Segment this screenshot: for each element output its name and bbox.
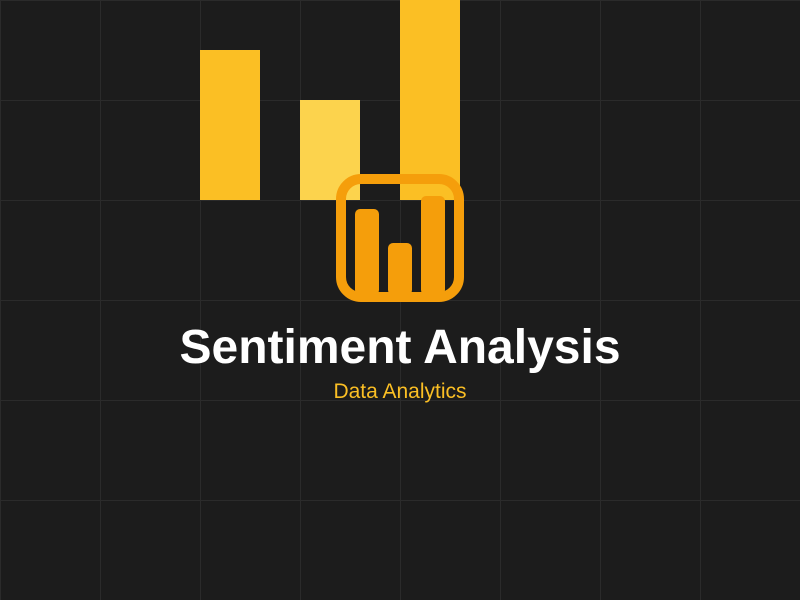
- page-subtitle: Data Analytics: [333, 380, 467, 403]
- decorative-bar-right: [400, 0, 460, 200]
- decorative-bar-left: [200, 50, 260, 200]
- icon-frame: [336, 174, 464, 302]
- page-title: Sentiment Analysis: [179, 321, 621, 374]
- icon-bar-right: [421, 196, 445, 295]
- bar-chart-icon: [336, 174, 464, 302]
- icon-bar-middle: [388, 243, 412, 295]
- icon-bar-left: [355, 209, 379, 295]
